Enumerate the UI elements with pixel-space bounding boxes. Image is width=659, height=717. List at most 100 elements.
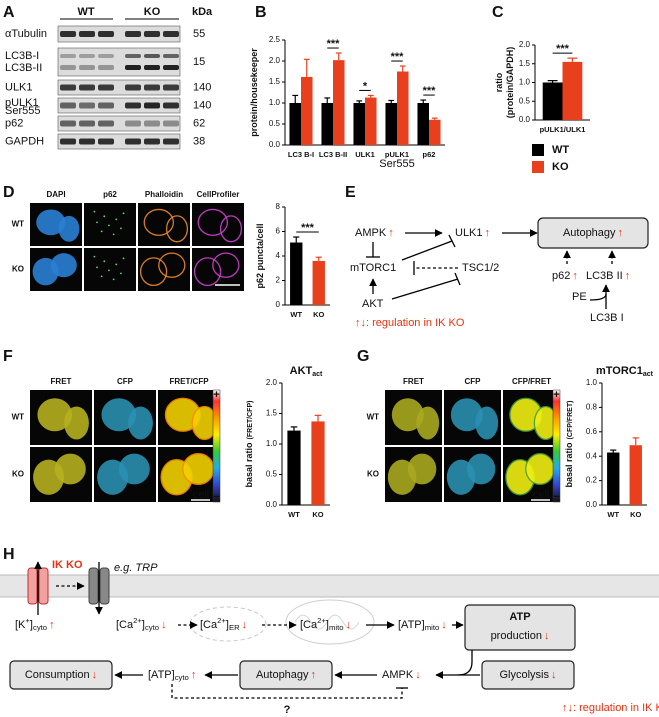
image-column-label: p62 — [103, 190, 117, 199]
change-arrow: ↓ — [242, 619, 248, 631]
band — [125, 120, 141, 127]
band — [163, 31, 179, 37]
y-axis-label-part: ratio — [494, 72, 504, 92]
label-part: 2+ — [317, 616, 326, 625]
band — [60, 84, 76, 91]
blot-strip — [57, 97, 181, 114]
panel-letter: D — [3, 184, 15, 201]
box-label: Glycolysis ↓ — [499, 669, 556, 681]
label-part: cyto — [145, 623, 159, 632]
blot-unit: kDa — [192, 6, 213, 18]
puncta — [93, 210, 96, 213]
y-axis-label-part: basal ratio — [244, 442, 254, 488]
label-part: [ATP] — [398, 619, 425, 631]
puncta — [122, 212, 125, 215]
blot-kda: 38 — [193, 135, 205, 147]
legend-swatch — [532, 144, 544, 156]
cell — [128, 406, 153, 440]
label-part: Glycolysis — [499, 669, 549, 681]
y-tick-label: 0.0 — [269, 140, 281, 149]
change-arrow: ↓ — [345, 619, 351, 631]
y-tick-label: 1.5 — [269, 77, 281, 86]
image — [84, 203, 136, 246]
band — [98, 65, 114, 70]
y-tick-label: 2.5 — [269, 35, 281, 44]
blot-strip — [57, 133, 181, 150]
panel-letter: C — [492, 4, 504, 21]
image-row-label: WT — [12, 220, 25, 229]
band — [125, 65, 141, 70]
change-arrow: ↓ — [415, 669, 421, 681]
cell — [37, 398, 73, 432]
image — [138, 248, 190, 291]
blot-label: LC3B-I — [5, 50, 39, 62]
cell — [197, 208, 229, 236]
bar — [417, 103, 429, 145]
x-tick-label: pULK1/ULK1 — [540, 125, 586, 134]
label-part: 2+ — [217, 616, 226, 625]
cell — [193, 257, 222, 287]
band — [98, 31, 114, 37]
cell — [212, 252, 240, 278]
blot-strip — [57, 47, 181, 77]
y-axis-label: p62 puncta/cell — [255, 223, 265, 288]
bar — [353, 103, 365, 145]
y-tick-label: 0.2 — [586, 476, 598, 485]
x-tick-label: WT — [290, 310, 302, 319]
x-tick-label: WT — [288, 510, 300, 519]
blot-label: αTubulin — [5, 28, 47, 40]
chart-title: mTORC1act — [596, 365, 654, 378]
panel-letter: E — [345, 184, 356, 201]
image-column-label: Phalloidin — [145, 190, 183, 199]
x-tick-label: KO — [312, 510, 323, 519]
x-tick-label: ULK1 — [355, 150, 375, 159]
bar — [397, 71, 409, 145]
species: [Ca2+]mito ↓ — [300, 616, 351, 632]
blot-kda: 62 — [193, 117, 205, 129]
legend-swatch — [532, 161, 544, 173]
y-axis-label-part: p62 puncta/cell — [255, 223, 265, 288]
bar — [562, 61, 583, 120]
bar — [312, 260, 325, 305]
cell — [165, 215, 189, 243]
y-tick-label: 0.0 — [519, 115, 531, 124]
change-arrow: ↓ — [551, 669, 557, 681]
y-tick-label: 1.5 — [266, 409, 278, 418]
band — [60, 31, 76, 37]
title-part: act — [312, 371, 323, 378]
pathway-legend: ↑↓: regulation in IK KO — [355, 317, 465, 329]
change-arrow: ↑ — [618, 227, 624, 239]
band — [79, 54, 95, 58]
cell — [139, 257, 168, 287]
blot-label: pULK1 — [5, 97, 39, 109]
image-column-label: FRET — [403, 377, 424, 386]
puncta — [103, 260, 106, 263]
bar — [311, 421, 325, 505]
y-tick-label: 2.0 — [266, 378, 278, 387]
band — [79, 138, 95, 145]
band — [125, 54, 141, 58]
image-row-label: KO — [367, 470, 379, 479]
question-mark: ? — [284, 704, 291, 716]
band — [60, 120, 76, 127]
label-part: mTORC1 — [350, 262, 396, 274]
pathway-node: AKT — [362, 298, 384, 310]
puncta — [100, 275, 103, 278]
image-row-label: KO — [12, 265, 24, 274]
band — [144, 102, 160, 109]
color-scale — [212, 389, 221, 503]
puncta — [108, 269, 110, 272]
label-part: Autophagy — [256, 669, 309, 681]
box-label: Autophagy ↑ — [256, 669, 316, 681]
significance-label: *** — [556, 43, 570, 55]
pathway-node: mTORC1 — [350, 262, 396, 274]
y-tick-label: 0.0 — [266, 500, 278, 509]
y-tick-label: 1.0 — [586, 378, 598, 387]
label-part: mito — [329, 623, 344, 632]
label-part: ] — [226, 619, 229, 631]
band — [163, 84, 179, 91]
image-column-label: CFP — [117, 377, 134, 386]
change-arrow: ↑ — [388, 227, 394, 239]
bar — [385, 103, 397, 145]
band — [163, 54, 179, 58]
